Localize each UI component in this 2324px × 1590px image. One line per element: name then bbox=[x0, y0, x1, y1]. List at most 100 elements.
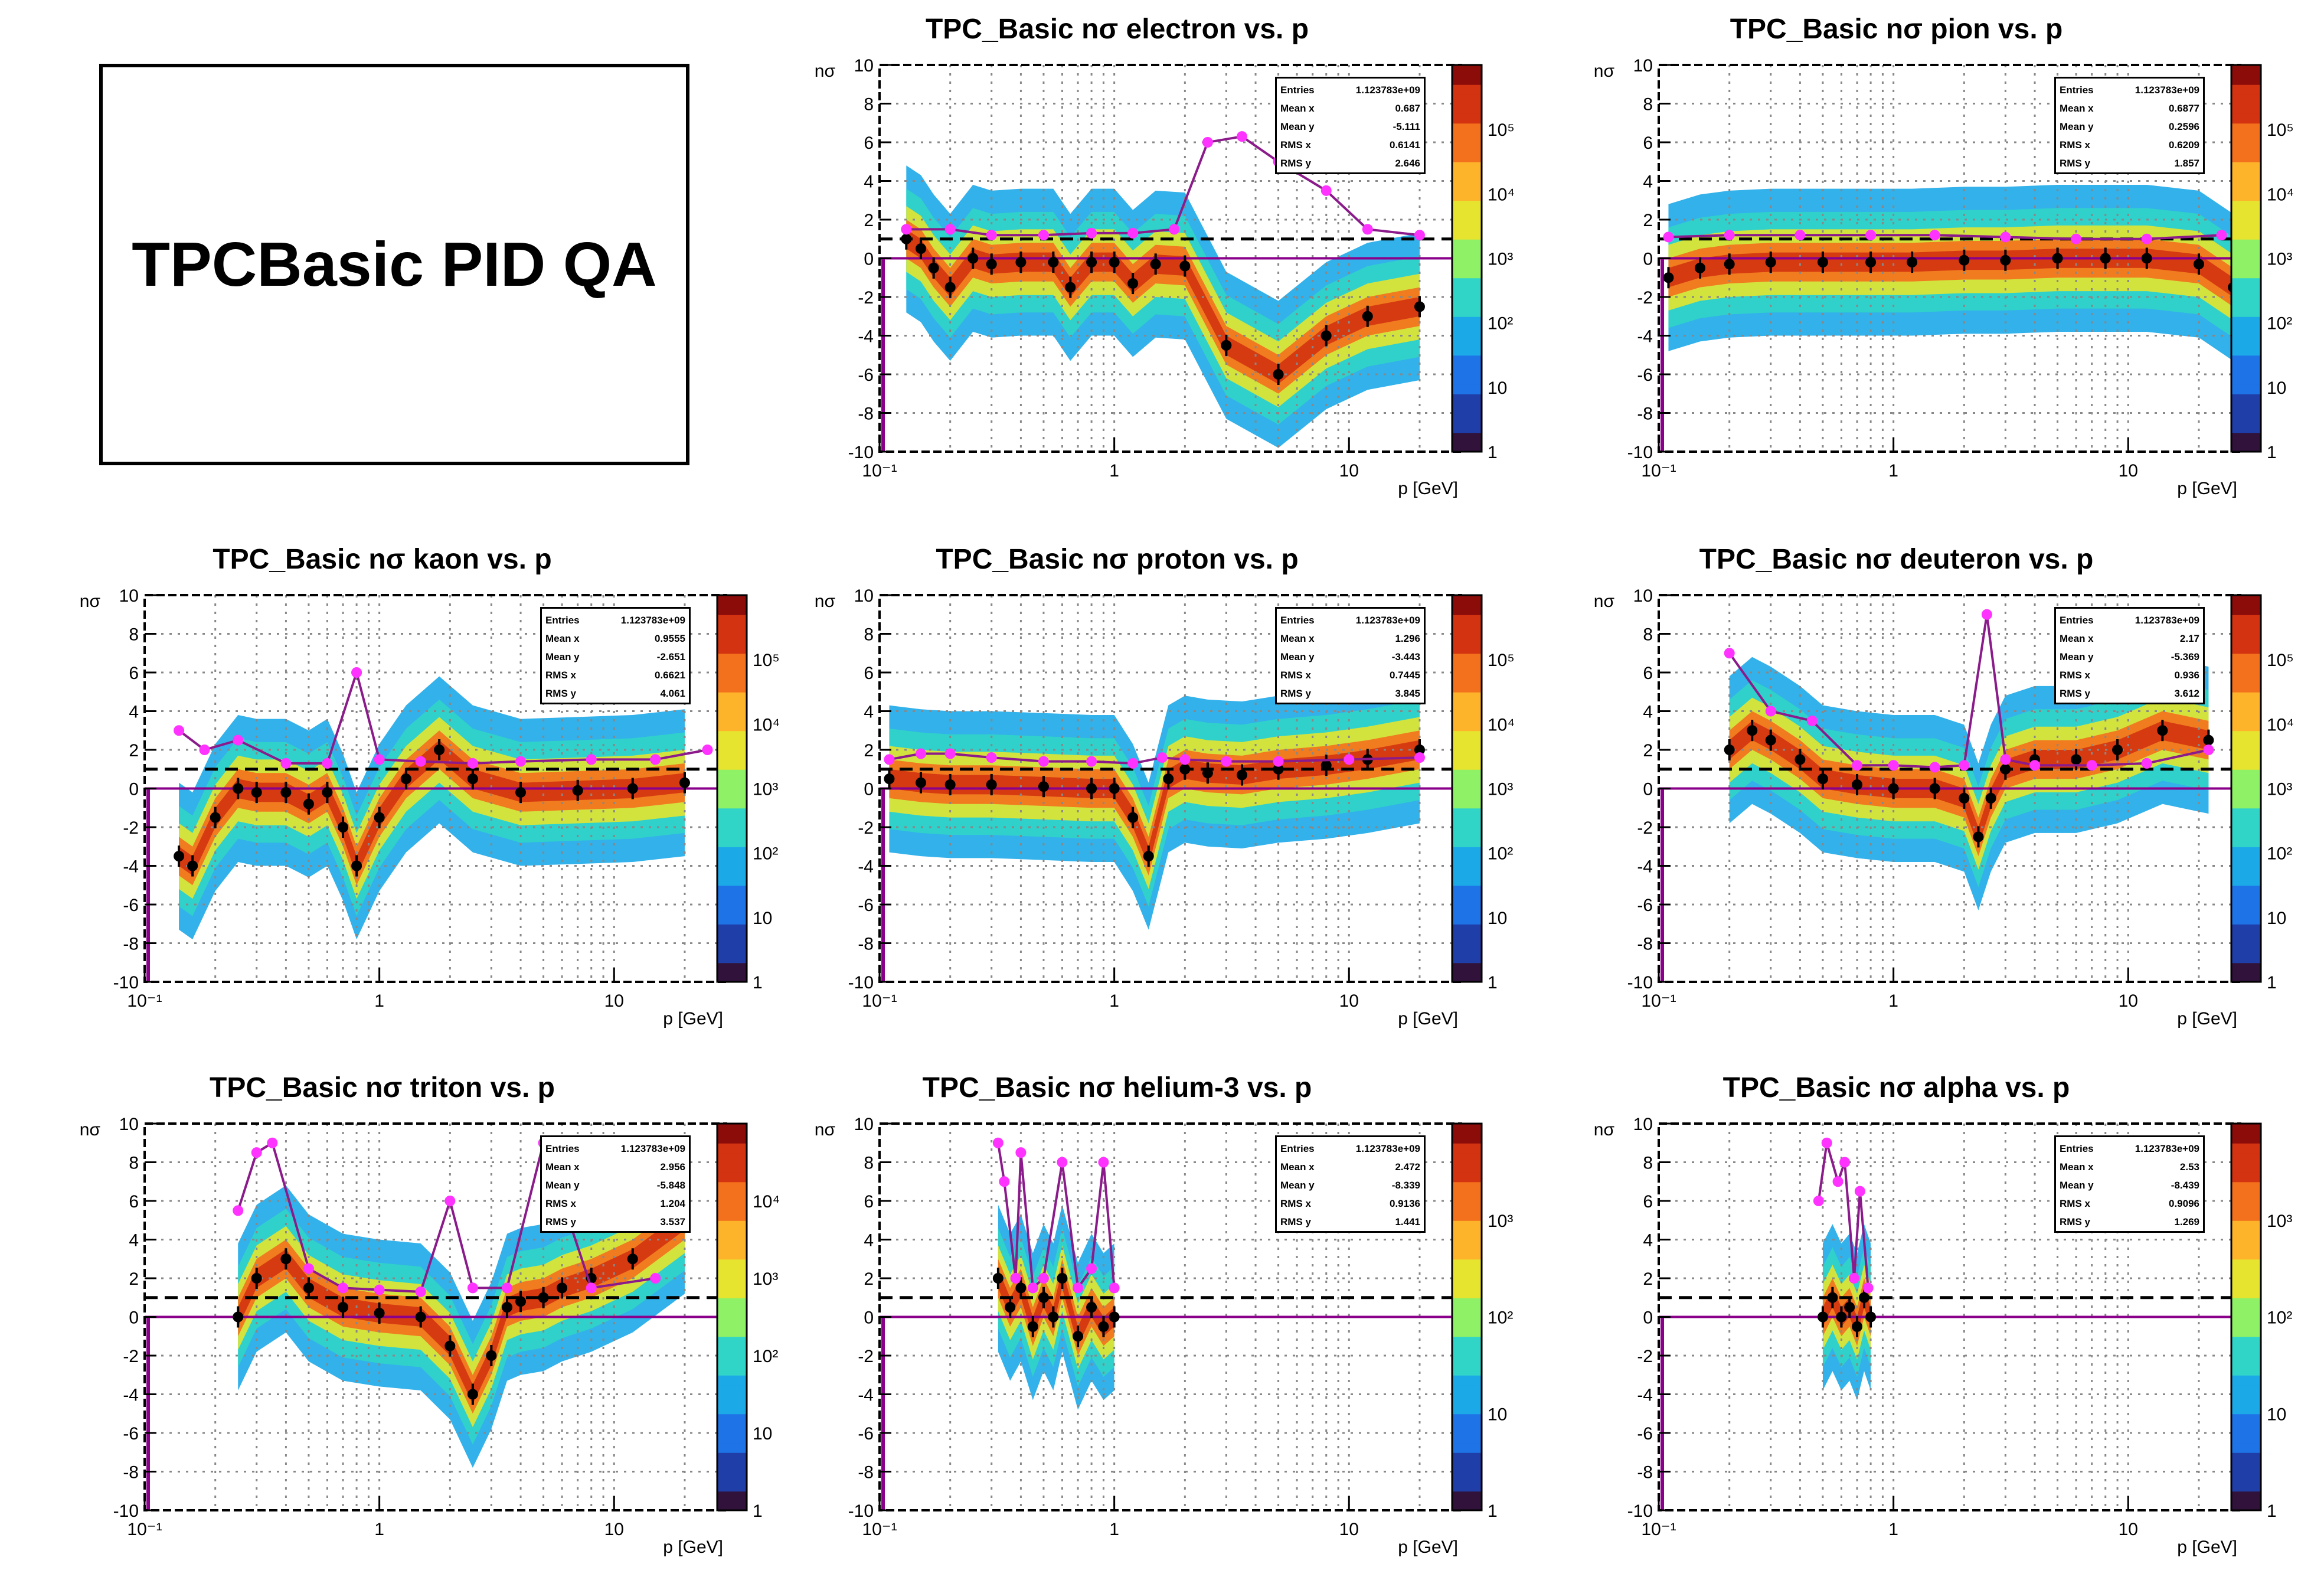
color-bar-frame bbox=[2230, 1122, 2262, 1511]
stats-value: 1.123783e+09 bbox=[2135, 615, 2199, 626]
stats-row-rms-y: RMS y 1.857 bbox=[2060, 154, 2199, 172]
color-bar-segment bbox=[1452, 720, 1482, 732]
color-bar-segment bbox=[1452, 682, 1482, 693]
chart-title: TPC_Basic nσ triton vs. p bbox=[210, 1072, 555, 1103]
stats-label: Entries bbox=[545, 615, 580, 626]
color-bar-segment bbox=[2231, 403, 2261, 414]
y-tick-label: -8 bbox=[1637, 404, 1653, 424]
sigma-point bbox=[901, 224, 912, 235]
color-bar-segment bbox=[2231, 1152, 2261, 1163]
stats-label: Entries bbox=[2060, 1143, 2094, 1154]
mean-point bbox=[1765, 257, 1776, 268]
mean-point bbox=[1179, 763, 1191, 775]
stats-value: -3.443 bbox=[1391, 651, 1420, 662]
color-bar-segment bbox=[2231, 326, 2261, 337]
color-bar-segment bbox=[2231, 1268, 2261, 1279]
mean-point bbox=[1865, 1311, 1877, 1323]
color-bar-segment bbox=[2231, 1433, 2261, 1444]
mean-point bbox=[1109, 783, 1120, 794]
color-bar-segment bbox=[2231, 759, 2261, 770]
y-tick-label: -6 bbox=[123, 896, 139, 915]
y-axis-label: nσ bbox=[815, 1120, 836, 1140]
color-bar-segment bbox=[2231, 1297, 2261, 1308]
stats-value: 1.123783e+09 bbox=[1355, 615, 1420, 626]
stats-value: 2.17 bbox=[2179, 633, 2199, 644]
sigma-point bbox=[233, 734, 244, 746]
stats-row-rms-y: RMS y 1.441 bbox=[1280, 1213, 1420, 1231]
color-bar-segment bbox=[1452, 788, 1482, 799]
color-bar: 1 10 10² 10³ bbox=[2230, 1122, 2292, 1521]
sigma-point bbox=[1929, 762, 1940, 773]
sigma-point bbox=[444, 1196, 456, 1206]
x-tick-label: 10 bbox=[1339, 1520, 1359, 1539]
mean-point bbox=[1236, 769, 1247, 781]
x-tick-label: 10⁻¹ bbox=[127, 991, 162, 1011]
color-bar-segment bbox=[1452, 181, 1482, 191]
color-bar-segment bbox=[2231, 1374, 2261, 1386]
color-bar-segment bbox=[2231, 691, 2261, 703]
stats-row-rms-y: RMS y 3.845 bbox=[1280, 684, 1420, 703]
color-bar-segment bbox=[717, 846, 747, 857]
sigma-point bbox=[1663, 231, 1674, 243]
color-bar-frame bbox=[2230, 64, 2262, 453]
y-tick-label: 2 bbox=[1643, 211, 1653, 230]
color-bar-segment bbox=[1452, 605, 1482, 615]
y-tick-label: -10 bbox=[848, 443, 874, 462]
sigma-point bbox=[2086, 760, 2097, 771]
color-bar-segment bbox=[1452, 249, 1482, 259]
color-bar: 1 10 10² 10³ bbox=[1451, 1122, 1513, 1521]
x-tick-label: 10⁻¹ bbox=[127, 1520, 162, 1539]
color-bar-segment bbox=[717, 1442, 747, 1453]
mean-point bbox=[2157, 725, 2168, 736]
sigma-point bbox=[2141, 233, 2152, 244]
color-bar-segment bbox=[2231, 1471, 2261, 1482]
mean-point bbox=[967, 253, 979, 264]
mean-point bbox=[1724, 745, 1735, 755]
color-bar-segment bbox=[2231, 152, 2261, 162]
stats-label: Entries bbox=[1280, 84, 1315, 96]
color-bar-segment bbox=[1452, 837, 1482, 847]
sigma-point bbox=[1362, 224, 1373, 235]
density-band-2 bbox=[179, 717, 685, 899]
color-bar-segment bbox=[717, 1268, 747, 1279]
color-bar-segment bbox=[1452, 1374, 1482, 1386]
sigma-point bbox=[1862, 1282, 1874, 1294]
color-bar-segment bbox=[1452, 595, 1482, 606]
color-bar-segment bbox=[1452, 1201, 1482, 1212]
color-bar-segment bbox=[717, 1394, 747, 1405]
mean-point bbox=[1836, 1311, 1847, 1323]
z-tick-label: 10² bbox=[1488, 844, 1513, 864]
density-layer bbox=[998, 1204, 1114, 1410]
color-bar-segment bbox=[717, 1288, 747, 1298]
color-bar-segment bbox=[2231, 65, 2261, 76]
color-bar-segment bbox=[717, 788, 747, 799]
x-tick-label: 1 bbox=[374, 991, 384, 1011]
sigma-point bbox=[267, 1137, 278, 1148]
mean-point bbox=[992, 1273, 1004, 1284]
sigma-point bbox=[1865, 230, 1877, 241]
color-bar-frame bbox=[716, 1122, 748, 1511]
color-bar-segment bbox=[1452, 914, 1482, 925]
stats-label: Mean x bbox=[545, 633, 580, 644]
color-bar-segment bbox=[1452, 1259, 1482, 1269]
sigma-point bbox=[1027, 1282, 1038, 1294]
stats-label: RMS x bbox=[1280, 139, 1311, 151]
y-tick-label: 6 bbox=[129, 1192, 139, 1212]
mean-point bbox=[986, 259, 997, 270]
x-tick-label: 1 bbox=[1888, 461, 1898, 481]
sigma-point bbox=[2203, 745, 2214, 755]
mean-point bbox=[1038, 1292, 1049, 1303]
color-bar-segment bbox=[2231, 1346, 2261, 1356]
z-tick-label: 10² bbox=[1488, 1308, 1513, 1328]
color-bar-segment bbox=[717, 701, 747, 712]
sigma-point bbox=[1073, 1282, 1084, 1294]
sigma-point bbox=[467, 758, 478, 769]
stats-row-rms-x: RMS x 0.6141 bbox=[1280, 136, 1420, 154]
y-tick-label: 10 bbox=[119, 586, 139, 606]
color-bar-segment bbox=[1452, 1403, 1482, 1415]
color-bar-segment bbox=[2231, 672, 2261, 683]
x-tick-label: 10 bbox=[1339, 461, 1359, 481]
color-bar-segment bbox=[2231, 94, 2261, 105]
stats-label: RMS x bbox=[1280, 670, 1311, 681]
color-bar-segment bbox=[1452, 1500, 1482, 1511]
